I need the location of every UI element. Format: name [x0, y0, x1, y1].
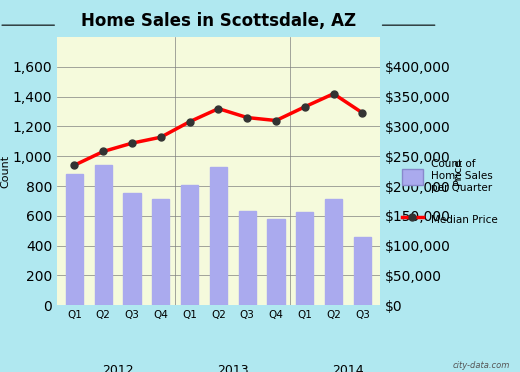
Text: city-data.com: city-data.com — [452, 361, 510, 370]
Bar — [123, 193, 141, 305]
Legend: Count of
Home Sales
per Quarter, Median Price: Count of Home Sales per Quarter, Median … — [398, 155, 502, 232]
Bar — [267, 219, 284, 305]
Title: Home Sales in Scottsdale, AZ: Home Sales in Scottsdale, AZ — [81, 12, 356, 30]
Bar — [354, 237, 371, 305]
Bar — [95, 165, 112, 305]
Y-axis label: Price: Price — [453, 157, 463, 185]
Text: 2014: 2014 — [332, 364, 364, 372]
Bar — [239, 211, 256, 305]
Y-axis label: Count: Count — [0, 154, 10, 188]
Bar — [66, 174, 83, 305]
Bar — [152, 199, 170, 305]
Bar — [296, 212, 314, 305]
Bar — [210, 167, 227, 305]
Text: 2012: 2012 — [102, 364, 134, 372]
Bar — [181, 185, 198, 305]
Text: 2013: 2013 — [217, 364, 249, 372]
Bar — [325, 199, 342, 305]
